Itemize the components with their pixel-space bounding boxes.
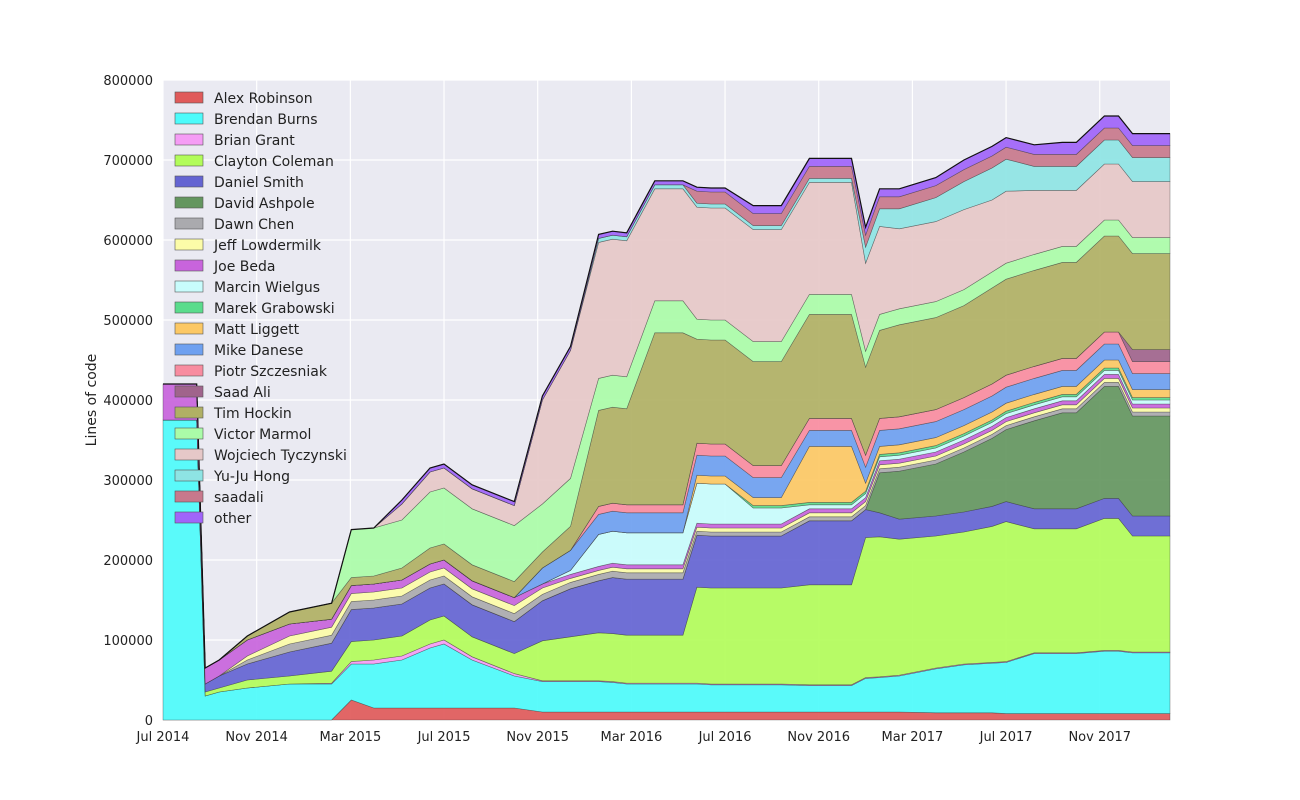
legend-label: Victor Marmol xyxy=(214,427,311,443)
legend-label: Alex Robinson xyxy=(214,91,313,107)
legend-swatch xyxy=(174,112,204,125)
legend-label: Wojciech Tyczynski xyxy=(214,448,347,464)
legend-label: Marek Grabowski xyxy=(214,301,335,317)
y-tick-label: 700000 xyxy=(103,154,153,169)
x-tick-label: Jul 2014 xyxy=(136,730,190,745)
legend-swatch xyxy=(174,469,204,482)
legend-swatch xyxy=(174,133,204,146)
legend-swatch xyxy=(174,511,204,524)
y-tick-label: 300000 xyxy=(103,474,153,489)
legend-swatch xyxy=(174,364,204,377)
legend-label: Matt Liggett xyxy=(214,322,300,338)
x-tick-label: Mar 2016 xyxy=(601,730,663,745)
y-tick-label: 600000 xyxy=(103,234,153,249)
legend-label: Dawn Chen xyxy=(214,217,294,233)
legend-label: other xyxy=(214,511,252,527)
x-tick-label: Jul 2015 xyxy=(417,730,471,745)
y-tick-label: 200000 xyxy=(103,554,153,569)
legend-swatch xyxy=(174,385,204,398)
legend-swatch xyxy=(174,301,204,314)
legend-label: Saad Ali xyxy=(214,385,271,401)
legend-swatch xyxy=(174,238,204,251)
y-tick-label: 800000 xyxy=(103,74,153,89)
legend-label: Mike Danese xyxy=(214,343,303,359)
legend-swatch xyxy=(174,448,204,461)
legend-label: Brendan Burns xyxy=(214,112,317,128)
legend-swatch xyxy=(174,490,204,503)
x-tick-label: Nov 2014 xyxy=(225,730,288,745)
legend-swatch xyxy=(174,427,204,440)
legend-label: Joe Beda xyxy=(213,259,275,275)
y-axis-label: Lines of code xyxy=(84,354,100,447)
x-tick-label: Mar 2015 xyxy=(319,730,381,745)
legend-label: Tim Hockin xyxy=(213,406,292,422)
legend-swatch xyxy=(174,343,204,356)
x-tick-label: Nov 2015 xyxy=(506,730,569,745)
legend-label: Clayton Coleman xyxy=(214,154,334,170)
y-tick-label: 400000 xyxy=(103,394,153,409)
x-tick-label: Nov 2016 xyxy=(787,730,850,745)
legend-label: Marcin Wielgus xyxy=(214,280,320,296)
legend-label: Yu-Ju Hong xyxy=(213,469,290,485)
legend-swatch xyxy=(174,175,204,188)
legend-swatch xyxy=(174,280,204,293)
legend-swatch xyxy=(174,196,204,209)
x-tick-label: Nov 2017 xyxy=(1068,730,1131,745)
legend-label: David Ashpole xyxy=(214,196,315,212)
legend-swatch xyxy=(174,91,204,104)
legend-label: Daniel Smith xyxy=(214,175,304,191)
y-tick-label: 0 xyxy=(145,714,153,729)
x-tick-label: Mar 2017 xyxy=(882,730,944,745)
legend-label: Piotr Szczesniak xyxy=(214,364,328,380)
y-axis-ticks: 0 100000 200000 300000 400000 500000 600000 700… xyxy=(103,74,153,729)
legend-label: Brian Grant xyxy=(214,133,295,149)
legend-label: Jeff Lowdermilk xyxy=(213,238,322,254)
area-series-group xyxy=(162,115,1171,721)
x-tick-label: Jul 2017 xyxy=(979,730,1033,745)
legend-swatch xyxy=(174,322,204,335)
legend-swatch xyxy=(174,406,204,419)
legend-swatch xyxy=(174,259,204,272)
total-outline xyxy=(163,115,1170,670)
legend-swatch xyxy=(174,217,204,230)
y-tick-label: 100000 xyxy=(103,634,153,649)
legend-swatch xyxy=(174,154,204,167)
legend-label: saadali xyxy=(214,490,264,506)
x-tick-label: Jul 2016 xyxy=(698,730,752,745)
y-tick-label: 500000 xyxy=(103,314,153,329)
x-axis-ticks: Jul 2014 Nov 2014 Mar 2015 Jul 2015 Nov 2015… xyxy=(136,730,1131,745)
legend: Alex Robinson Brendan Burns Brian Grant Cla… xyxy=(174,91,347,527)
